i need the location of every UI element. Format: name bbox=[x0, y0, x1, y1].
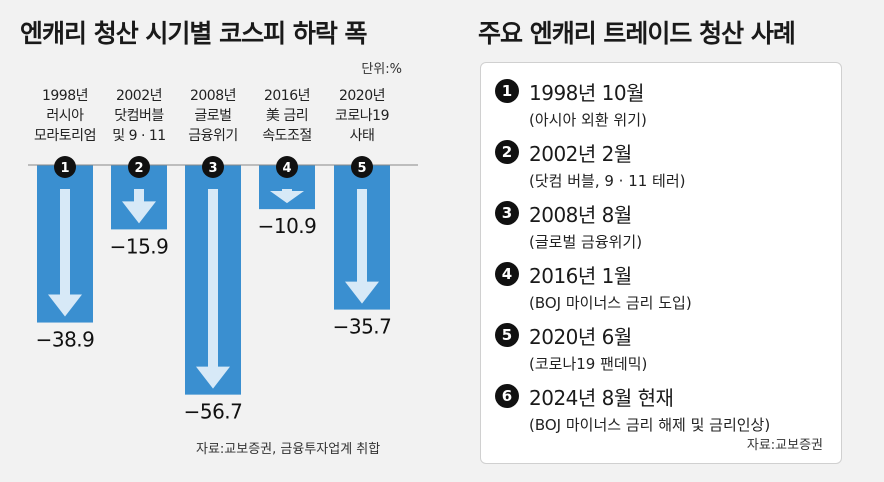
value-label: −10.9 bbox=[258, 214, 317, 238]
cases-panel: 주요 엔캐리 트레이드 청산 사례 1 1998년 10월 (아시아 외환 위기) 2… bbox=[466, 0, 884, 482]
case-number-badge: 4 bbox=[495, 262, 519, 286]
marker-number: 5 bbox=[357, 161, 366, 176]
case-description: (코로나19 팬데믹) bbox=[529, 355, 648, 373]
category-label: 및 9 · 11 bbox=[112, 128, 165, 144]
category-label: 사태 bbox=[350, 128, 375, 144]
down-arrow-icon bbox=[196, 189, 230, 389]
marker-1 bbox=[54, 156, 76, 178]
marker-number: 1 bbox=[60, 161, 69, 176]
marker-number: 2 bbox=[134, 161, 143, 176]
case-description: (BOJ 마이너스 금리 도입) bbox=[529, 294, 692, 312]
cases-source: 자료:교보증권 bbox=[746, 438, 823, 453]
category-label: 1998년 bbox=[42, 88, 88, 104]
case-date: 2002년 2월 bbox=[529, 142, 632, 166]
marker-number: 4 bbox=[282, 161, 291, 176]
case-number-badge: 1 bbox=[495, 79, 519, 103]
marker-2 bbox=[128, 156, 150, 178]
category-label: 2008년 bbox=[190, 88, 236, 104]
case-date: 1998년 10월 bbox=[529, 81, 645, 105]
category-label: 러시아 bbox=[46, 108, 84, 124]
down-arrow-icon bbox=[345, 189, 379, 304]
category-label: 코로나19 bbox=[335, 108, 389, 124]
down-arrow-icon bbox=[122, 189, 156, 224]
marker-5 bbox=[351, 156, 373, 178]
case-description: (BOJ 마이너스 금리 해제 및 금리인상) bbox=[529, 416, 771, 434]
case-number-badge: 5 bbox=[495, 323, 519, 347]
category-label: 2016년 bbox=[264, 88, 310, 104]
chart-title: 엔캐리 청산 시기별 코스피 하락 폭 bbox=[20, 19, 368, 48]
value-label: −56.7 bbox=[184, 400, 243, 424]
unit-label: 단위:% bbox=[361, 62, 402, 77]
category-label: 모라토리엄 bbox=[34, 128, 96, 144]
marker-3 bbox=[202, 156, 224, 178]
case-date: 2008년 8월 bbox=[529, 203, 632, 227]
category-label: 닷컴버블 bbox=[114, 108, 164, 124]
marker-number: 3 bbox=[208, 161, 217, 176]
case-description: (아시아 외환 위기) bbox=[529, 111, 647, 129]
down-arrow-icon bbox=[48, 189, 82, 317]
case-date: 2016년 1월 bbox=[529, 264, 632, 288]
category-label: 속도조절 bbox=[262, 128, 312, 144]
case-description: (닷컴 버블, 9 · 11 테러) bbox=[529, 172, 686, 190]
case-number-badge: 6 bbox=[495, 384, 519, 408]
case-description: (글로벌 금융위기) bbox=[529, 233, 643, 251]
down-arrow-icon bbox=[270, 189, 304, 204]
cases-box: 1 1998년 10월 (아시아 외환 위기) 2 2002년 2월 (닷컴 버블, 9 … bbox=[480, 62, 842, 464]
value-label: −15.9 bbox=[110, 234, 169, 258]
case-date: 2020년 6월 bbox=[529, 325, 632, 349]
case-date: 2024년 8월 현재 bbox=[529, 386, 674, 410]
marker-4 bbox=[276, 156, 298, 178]
category-label: 2002년 bbox=[116, 88, 162, 104]
value-label: −35.7 bbox=[333, 315, 392, 339]
category-label: 2020년 bbox=[339, 88, 385, 104]
category-label: 美 금리 bbox=[266, 108, 308, 124]
case-number-badge: 3 bbox=[495, 201, 519, 225]
chart-source: 자료:교보증권, 금융투자업계 취합 bbox=[196, 442, 381, 457]
category-label: 금융위기 bbox=[188, 128, 238, 144]
cases-title: 주요 엔캐리 트레이드 청산 사례 bbox=[478, 19, 796, 48]
value-label: −38.9 bbox=[36, 328, 95, 352]
category-label: 글로벌 bbox=[194, 108, 231, 124]
case-number-badge: 2 bbox=[495, 140, 519, 164]
